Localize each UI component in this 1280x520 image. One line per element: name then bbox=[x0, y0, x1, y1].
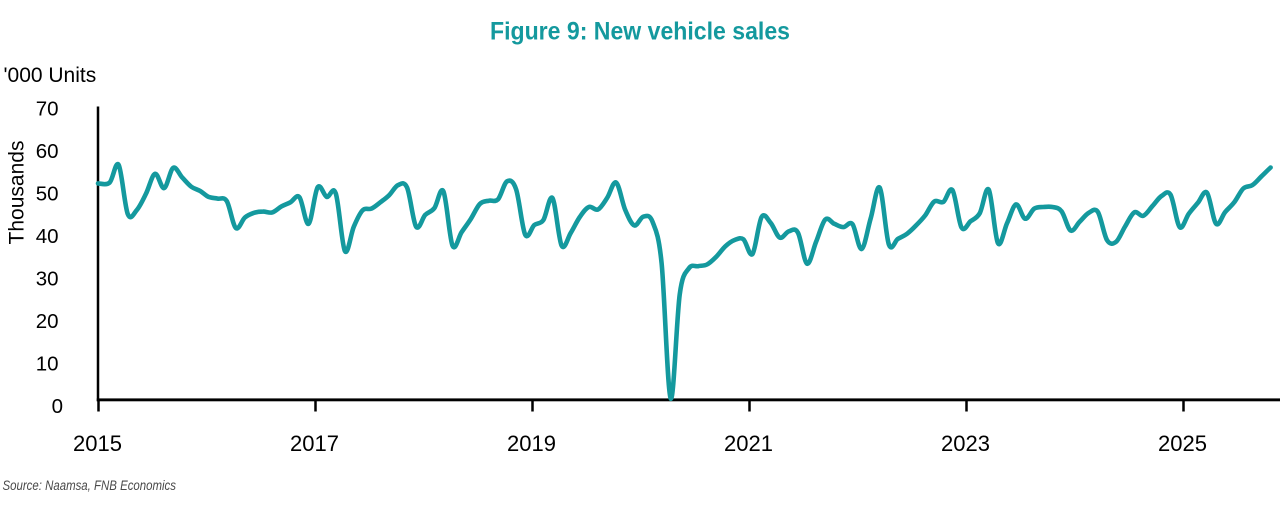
svg-text:2021: 2021 bbox=[724, 431, 773, 456]
svg-text:2017: 2017 bbox=[290, 431, 339, 456]
svg-text:30: 30 bbox=[36, 267, 59, 290]
svg-text:Thousands: Thousands bbox=[6, 141, 29, 245]
svg-text:2025: 2025 bbox=[1158, 431, 1207, 456]
svg-text:2019: 2019 bbox=[507, 431, 556, 456]
svg-text:40: 40 bbox=[36, 225, 59, 248]
svg-text:70: 70 bbox=[36, 98, 59, 121]
svg-text:60: 60 bbox=[36, 140, 59, 163]
svg-text:'000 Units: '000 Units bbox=[4, 64, 97, 87]
svg-text:10: 10 bbox=[36, 352, 59, 375]
svg-text:0: 0 bbox=[52, 395, 63, 418]
svg-text:20: 20 bbox=[36, 310, 59, 333]
svg-text:2015: 2015 bbox=[73, 431, 122, 456]
svg-text:Figure 9: New vehicle sales: Figure 9: New vehicle sales bbox=[490, 18, 790, 46]
svg-text:2023: 2023 bbox=[941, 431, 990, 456]
svg-text:50: 50 bbox=[36, 183, 59, 206]
svg-text:Source: Naamsa, FNB Economics: Source: Naamsa, FNB Economics bbox=[3, 478, 177, 493]
